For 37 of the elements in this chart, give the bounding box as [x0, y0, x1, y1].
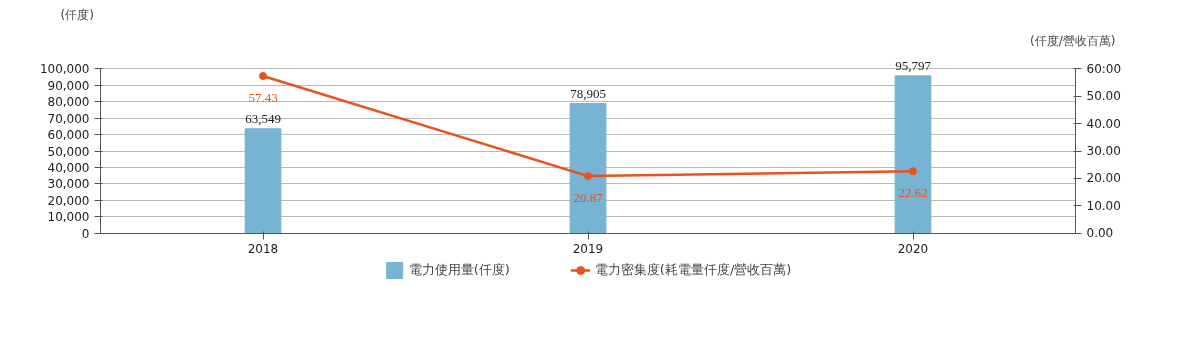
- point: [909, 167, 917, 176]
- x-tick-label: 2019: [572, 242, 604, 257]
- y-tick-label: 90,000: [47, 78, 90, 93]
- y2-axis-title: (仟度/營收百萬): [1030, 33, 1116, 48]
- point: [259, 71, 267, 80]
- y2-tick-label: 40.00: [1086, 116, 1121, 131]
- y-tick-label: 70,000: [47, 111, 90, 126]
- y-tick-label: 20,000: [47, 193, 90, 208]
- data-label: 22.62: [898, 185, 928, 201]
- data-label: 95,797: [895, 57, 932, 73]
- y-tick-label: 100,000: [39, 62, 90, 77]
- bar: [894, 75, 932, 234]
- data-label: 63,549: [245, 110, 281, 126]
- y2-tick-label: 0.00: [1086, 226, 1114, 241]
- point: [584, 172, 592, 181]
- bar: [569, 103, 607, 234]
- y-tick-label: 10,000: [47, 210, 90, 225]
- legend-label: 電力密集度(耗電量仟度/營收百萬): [594, 261, 792, 279]
- y-axis-title: (仟度): [60, 7, 94, 22]
- data-label: 57.43: [248, 89, 278, 105]
- y2-tick-label: 20.00: [1086, 171, 1121, 186]
- y-tick-label: 40,000: [47, 161, 90, 175]
- y2-tick-label: 60:00: [1086, 61, 1122, 76]
- y-tick-label: 60,000: [47, 128, 90, 143]
- data-label: 20.87: [573, 190, 604, 206]
- y2-tick-label: 10.00: [1086, 198, 1121, 213]
- y2-tick-label: 50.00: [1086, 89, 1121, 104]
- y-tick-label: 0: [81, 226, 90, 241]
- bar: [244, 128, 282, 234]
- x-tick-label: 2018: [247, 242, 279, 257]
- x-tick-label: 2020: [897, 242, 929, 257]
- y-tick-label: 80,000: [47, 95, 90, 110]
- y-tick-label: 50,000: [47, 144, 90, 159]
- legend-label: 電力使用量(仟度): [408, 261, 510, 279]
- y2-tick-label: 30.00: [1086, 144, 1121, 159]
- data-label: 78,905: [570, 85, 606, 101]
- y-tick-label: 30,000: [47, 177, 90, 192]
